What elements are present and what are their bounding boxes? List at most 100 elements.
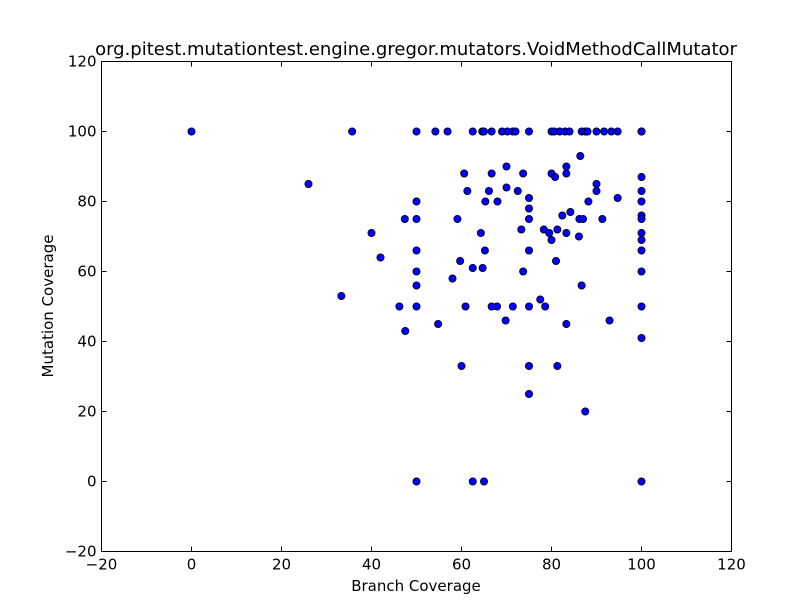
x-axis-label: Branch Coverage (351, 577, 481, 595)
data-point (412, 477, 421, 486)
data-point (479, 127, 488, 136)
data-point (637, 267, 646, 276)
data-point (541, 302, 550, 311)
x-tick-label: 80 (542, 556, 561, 574)
data-point (637, 197, 646, 206)
plot-frame (101, 61, 732, 552)
data-point (637, 333, 646, 342)
data-point (400, 214, 409, 223)
data-point (562, 162, 571, 171)
data-point (637, 214, 646, 223)
data-point (461, 302, 470, 311)
data-point (457, 361, 466, 370)
data-point (562, 169, 571, 178)
data-point (558, 211, 567, 220)
data-point (637, 228, 646, 237)
data-point (525, 214, 534, 223)
data-point (637, 127, 646, 136)
data-point (613, 193, 622, 202)
x-tick-label: 40 (362, 556, 381, 574)
data-point (525, 389, 534, 398)
data-point (553, 225, 562, 234)
data-point (565, 127, 574, 136)
data-point (592, 127, 601, 136)
data-point (487, 169, 496, 178)
data-point (517, 225, 526, 234)
data-point (574, 232, 583, 241)
data-point (525, 204, 534, 213)
x-tick-label: −20 (86, 556, 118, 574)
data-point (605, 316, 614, 325)
data-point (453, 214, 462, 223)
data-point (562, 319, 571, 328)
chart-title: org.pitest.mutationtest.engine.gregor.mu… (95, 39, 737, 60)
y-tick-label: 40 (77, 333, 96, 351)
data-point (525, 127, 534, 136)
data-point (545, 228, 554, 237)
data-point (367, 228, 376, 237)
data-point (476, 228, 485, 237)
data-point (412, 302, 421, 311)
data-point (337, 291, 346, 300)
data-point (613, 127, 622, 136)
data-point (487, 127, 496, 136)
data-point (583, 127, 592, 136)
data-point (577, 281, 586, 290)
x-tick-label: 120 (717, 556, 746, 574)
data-point (547, 235, 556, 244)
data-point (566, 207, 575, 216)
data-point (460, 169, 469, 178)
data-point (479, 477, 488, 486)
data-point (525, 246, 534, 255)
y-axis-label: Mutation Coverage (39, 235, 57, 378)
data-point (525, 302, 534, 311)
y-tick-label: 80 (77, 193, 96, 211)
data-point (401, 326, 410, 335)
data-point (592, 179, 601, 188)
points-layer (187, 127, 646, 486)
data-point (304, 179, 313, 188)
data-point (600, 127, 609, 136)
data-point (412, 246, 421, 255)
y-tick-label: 120 (68, 53, 97, 71)
data-point (598, 214, 607, 223)
data-point (525, 361, 534, 370)
data-point (431, 127, 440, 136)
data-point (412, 127, 421, 136)
y-tick-label: 0 (87, 473, 97, 491)
data-point (412, 267, 421, 276)
data-point (519, 267, 528, 276)
x-tick-label: 0 (187, 556, 197, 574)
data-point (562, 228, 571, 237)
data-point (581, 407, 590, 416)
data-point (502, 183, 511, 192)
data-point (637, 186, 646, 195)
data-point (448, 274, 457, 283)
data-point (584, 197, 593, 206)
data-point (552, 256, 561, 265)
data-point (511, 127, 520, 136)
data-point (637, 235, 646, 244)
data-point (478, 263, 487, 272)
data-point (508, 302, 517, 311)
data-point (553, 361, 562, 370)
ticks-layer: −20 0 20 40 60 80 100 120 −20 0 20 40 60 80 100 120 (65, 53, 746, 574)
data-point (376, 253, 385, 262)
data-point (637, 172, 646, 181)
data-point (637, 302, 646, 311)
data-point (348, 127, 357, 136)
data-point (637, 477, 646, 486)
data-point (468, 127, 477, 136)
y-tick-label: 100 (68, 123, 97, 141)
x-tick-label: 20 (272, 556, 291, 574)
data-point (637, 246, 646, 255)
data-point (513, 186, 522, 195)
data-point (187, 127, 196, 136)
x-tick-label: 60 (452, 556, 471, 574)
data-point (456, 256, 465, 265)
data-point (412, 281, 421, 290)
data-point (395, 302, 404, 311)
data-point (412, 197, 421, 206)
